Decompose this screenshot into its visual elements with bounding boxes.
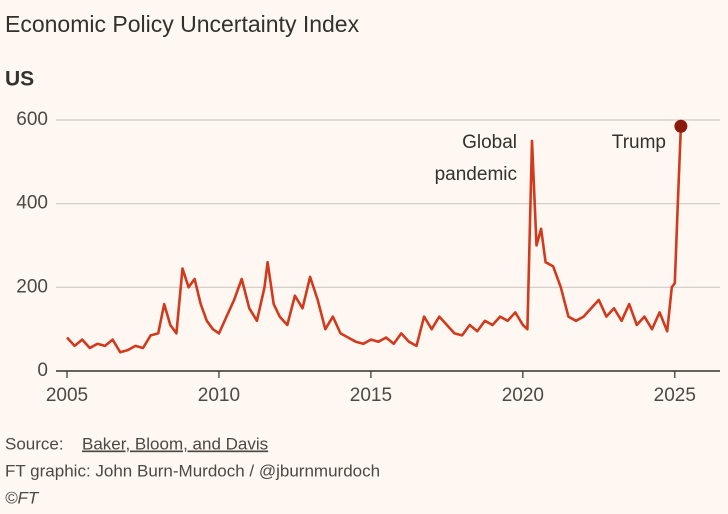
- annotation: Global: [462, 132, 517, 153]
- copyright: ©FT: [5, 488, 40, 507]
- y-tick-label: 200: [16, 276, 48, 297]
- x-tick-label: 2010: [198, 385, 240, 406]
- x-tick-label: 2015: [350, 385, 392, 406]
- x-tick-label: 2025: [654, 385, 696, 406]
- data-line: [66, 126, 683, 354]
- y-tick-label: 400: [16, 193, 48, 214]
- source-link[interactable]: Baker, Bloom, and Davis: [82, 434, 268, 453]
- credit: FT graphic: John Burn-Murdoch / @jburnmu…: [5, 461, 380, 480]
- y-tick-label: 0: [37, 360, 48, 381]
- end-marker: [674, 119, 688, 133]
- annotation: Trump: [612, 132, 666, 153]
- x-tick-label: 2020: [502, 385, 544, 406]
- chart-subtitle: US: [5, 68, 34, 91]
- source-label: Source:: [5, 434, 64, 453]
- y-tick-label: 600: [16, 109, 48, 130]
- annotation: pandemic: [435, 164, 517, 185]
- chart-title: Economic Policy Uncertainty Index: [5, 11, 360, 37]
- x-tick-label: 2005: [46, 385, 88, 406]
